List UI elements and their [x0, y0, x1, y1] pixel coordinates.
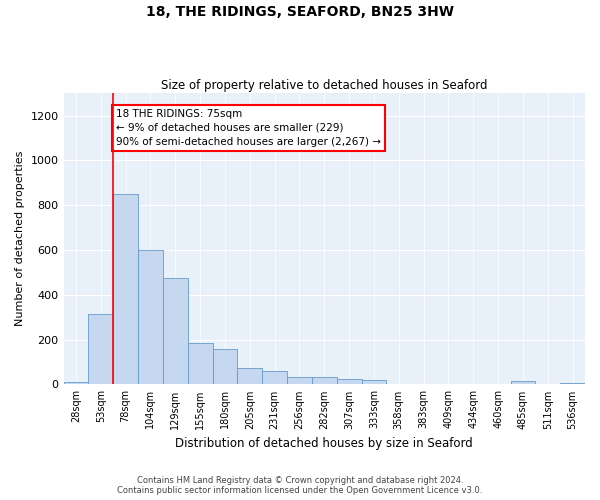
Bar — [64, 382, 88, 384]
Bar — [262, 371, 287, 384]
Bar — [163, 278, 188, 384]
Bar — [88, 314, 113, 384]
Bar — [212, 348, 238, 384]
Bar — [312, 376, 337, 384]
Bar — [113, 194, 138, 384]
Y-axis label: Number of detached properties: Number of detached properties — [15, 151, 25, 326]
X-axis label: Distribution of detached houses by size in Seaford: Distribution of detached houses by size … — [175, 437, 473, 450]
Bar — [188, 343, 212, 384]
Text: 18 THE RIDINGS: 75sqm
← 9% of detached houses are smaller (229)
90% of semi-deta: 18 THE RIDINGS: 75sqm ← 9% of detached h… — [116, 109, 380, 147]
Text: 18, THE RIDINGS, SEAFORD, BN25 3HW: 18, THE RIDINGS, SEAFORD, BN25 3HW — [146, 5, 454, 19]
Bar — [337, 379, 362, 384]
Bar — [362, 380, 386, 384]
Bar — [138, 250, 163, 384]
Text: Contains HM Land Registry data © Crown copyright and database right 2024.
Contai: Contains HM Land Registry data © Crown c… — [118, 476, 482, 495]
Bar — [511, 381, 535, 384]
Bar — [238, 368, 262, 384]
Bar — [287, 376, 312, 384]
Title: Size of property relative to detached houses in Seaford: Size of property relative to detached ho… — [161, 79, 488, 92]
